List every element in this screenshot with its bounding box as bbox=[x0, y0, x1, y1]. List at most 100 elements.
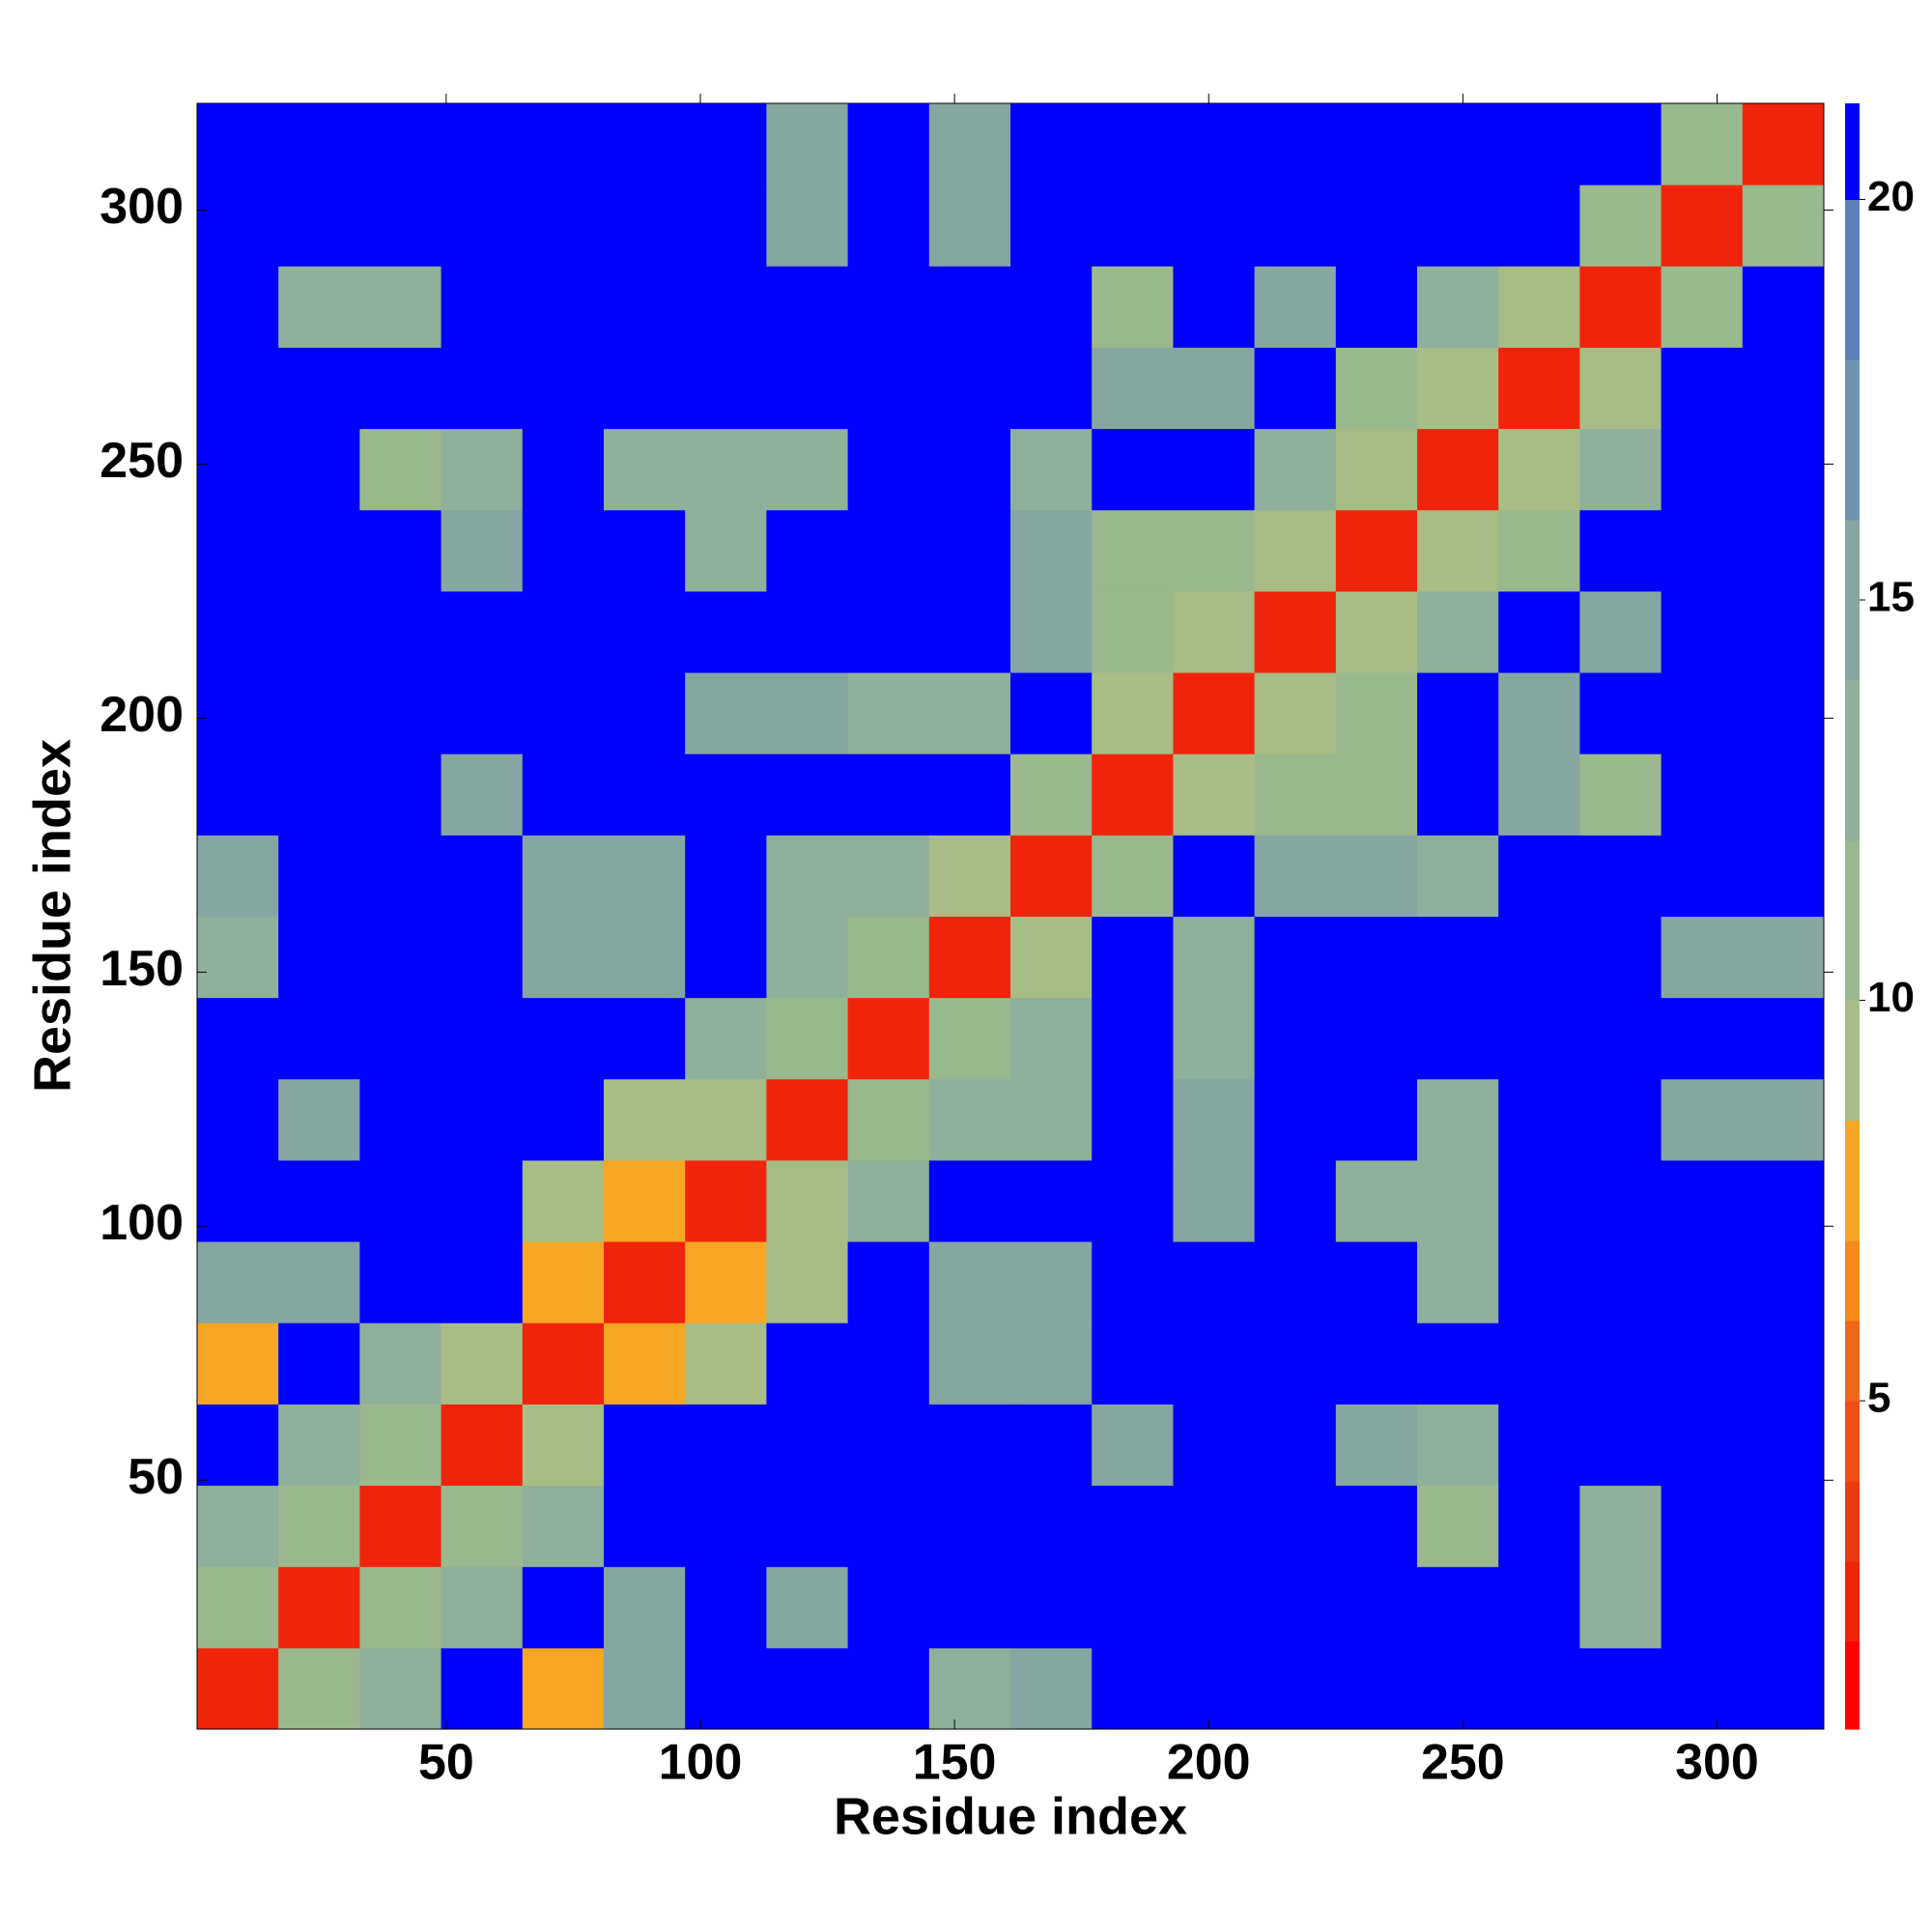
heatmap-cell bbox=[1173, 997, 1256, 1080]
heatmap-cell bbox=[847, 1322, 930, 1405]
heatmap-cell bbox=[766, 1404, 849, 1487]
heatmap-cell bbox=[1254, 672, 1337, 754]
heatmap-cell bbox=[604, 428, 686, 511]
heatmap-cell bbox=[1742, 590, 1825, 673]
heatmap-cell bbox=[1254, 266, 1337, 348]
heatmap-cell bbox=[359, 835, 442, 917]
y-axis-label: Residue index bbox=[23, 739, 81, 1093]
heatmap-cell bbox=[766, 1322, 849, 1405]
heatmap-cell bbox=[278, 916, 360, 999]
heatmap-cell bbox=[278, 428, 360, 511]
heatmap-cell bbox=[440, 509, 524, 592]
heatmap-cell bbox=[1092, 1241, 1174, 1323]
heatmap-cell bbox=[1498, 590, 1580, 673]
heatmap-cell bbox=[1254, 997, 1337, 1080]
heatmap-cell bbox=[197, 428, 279, 511]
heatmap-cell bbox=[522, 672, 605, 754]
x-tick-label: 50 bbox=[418, 1735, 474, 1791]
heatmap-cell bbox=[440, 1078, 524, 1161]
heatmap-cell bbox=[1742, 1647, 1825, 1730]
heatmap-cell bbox=[278, 1159, 360, 1242]
heatmap-cell bbox=[1254, 509, 1337, 592]
heatmap-cell bbox=[1742, 185, 1825, 267]
heatmap-cell bbox=[1498, 347, 1580, 430]
colorbar-segment bbox=[1845, 1321, 1860, 1402]
heatmap-cell bbox=[1579, 916, 1662, 999]
heatmap-cell bbox=[1173, 509, 1256, 592]
heatmap-cell bbox=[766, 672, 849, 754]
heatmap-cell bbox=[1092, 916, 1174, 999]
heatmap-cell bbox=[1254, 835, 1337, 917]
heatmap-cell bbox=[604, 1485, 686, 1568]
heatmap-cell bbox=[685, 916, 767, 999]
heatmap-cell bbox=[1335, 1159, 1418, 1242]
colorbar-segment bbox=[1845, 1401, 1860, 1482]
x-tick-label: 250 bbox=[1421, 1735, 1505, 1791]
heatmap-cell bbox=[847, 672, 930, 754]
heatmap-cell bbox=[278, 1322, 360, 1405]
heatmap-cell bbox=[197, 1485, 279, 1568]
heatmap-cell bbox=[1173, 590, 1256, 673]
heatmap-cell bbox=[928, 1404, 1011, 1487]
heatmap-cell bbox=[1173, 1322, 1256, 1405]
heatmap-cell bbox=[1335, 753, 1418, 836]
heatmap-cell bbox=[1335, 835, 1418, 917]
heatmap-cell bbox=[685, 997, 767, 1080]
heatmap-cell bbox=[1661, 428, 1744, 511]
heatmap-cell bbox=[522, 753, 605, 836]
colorbar-tick-label: 15 bbox=[1867, 574, 1915, 621]
heatmap-cell bbox=[1010, 428, 1093, 511]
colorbar-segment bbox=[1845, 679, 1860, 841]
heatmap-cell bbox=[1742, 509, 1825, 592]
heatmap-cell bbox=[522, 1485, 605, 1568]
heatmap-cell bbox=[440, 916, 524, 999]
heatmap-cell bbox=[1335, 997, 1418, 1080]
heatmap-cell bbox=[440, 103, 524, 185]
heatmap-cell bbox=[847, 266, 930, 348]
heatmap-cell bbox=[440, 1159, 524, 1242]
heatmap-cell bbox=[766, 1159, 849, 1242]
heatmap-cell bbox=[522, 997, 605, 1080]
heatmap-cell bbox=[359, 1566, 442, 1649]
heatmap-cell bbox=[1010, 672, 1093, 754]
heatmap-cell bbox=[1335, 103, 1418, 185]
heatmap-cell bbox=[1579, 103, 1662, 185]
heatmap-cell bbox=[928, 1241, 1011, 1323]
heatmap-cell bbox=[604, 1647, 686, 1730]
heatmap-cell bbox=[928, 590, 1011, 673]
heatmap-cell bbox=[766, 428, 849, 511]
heatmap-cell bbox=[604, 347, 686, 430]
heatmap-cell bbox=[1661, 266, 1744, 348]
heatmap-cell bbox=[1661, 1485, 1744, 1568]
heatmap-cell bbox=[928, 1322, 1011, 1405]
heatmap-cell bbox=[1498, 266, 1580, 348]
heatmap-cell bbox=[522, 835, 605, 917]
heatmap-cell bbox=[1010, 1404, 1093, 1487]
heatmap-cell bbox=[1579, 997, 1662, 1080]
heatmap-cell bbox=[1742, 1159, 1825, 1242]
heatmap-cell bbox=[1579, 347, 1662, 430]
heatmap-cell bbox=[197, 672, 279, 754]
heatmap-cell bbox=[1742, 1404, 1825, 1487]
heatmap-cell bbox=[1335, 347, 1418, 430]
heatmap-cell bbox=[1335, 1078, 1418, 1161]
colorbar-segment bbox=[1845, 1480, 1860, 1562]
heatmap-cell bbox=[685, 1322, 767, 1405]
heatmap-cell bbox=[1092, 1485, 1174, 1568]
heatmap-cell bbox=[1010, 590, 1093, 673]
heatmap-cell bbox=[1498, 753, 1580, 836]
colorbar-tick-label: 20 bbox=[1867, 173, 1915, 220]
heatmap-cell bbox=[685, 1078, 767, 1161]
heatmap-cell bbox=[278, 1078, 360, 1161]
heatmap-cell bbox=[685, 185, 767, 267]
heatmap-cell bbox=[1742, 672, 1825, 754]
heatmap-cell bbox=[278, 185, 360, 267]
heatmap-cell bbox=[847, 997, 930, 1080]
heatmap-cell bbox=[359, 997, 442, 1080]
heatmap-cell bbox=[1335, 672, 1418, 754]
heatmap-cell bbox=[847, 347, 930, 430]
heatmap-cell bbox=[1498, 672, 1580, 754]
heatmap-cell bbox=[1498, 1241, 1580, 1323]
heatmap-cell bbox=[440, 185, 524, 267]
heatmap-cell bbox=[685, 1485, 767, 1568]
